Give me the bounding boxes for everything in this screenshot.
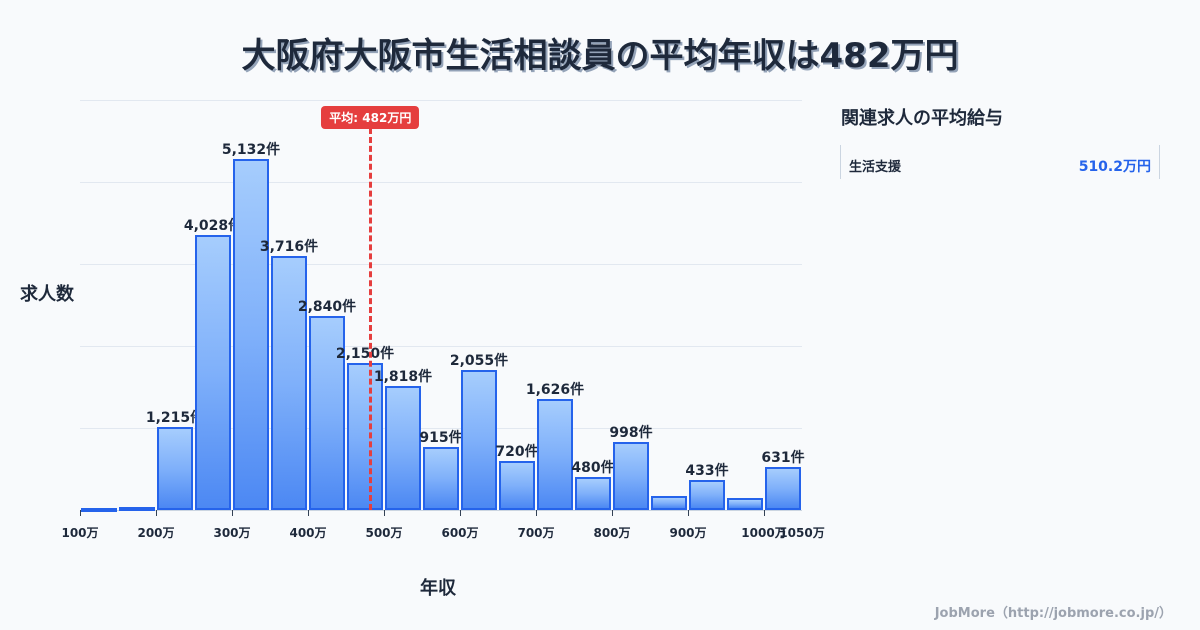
bar-value-label: 4,028件 <box>183 217 243 234</box>
x-tick-label: 1000万 <box>741 526 787 540</box>
histogram-bar[interactable] <box>81 508 117 512</box>
x-tick <box>156 510 157 516</box>
histogram-bar[interactable] <box>727 497 763 510</box>
bar-value-label: 631件 <box>761 449 805 466</box>
bar-value-label: 720件 <box>495 443 539 460</box>
histogram-bar[interactable] <box>119 506 155 511</box>
x-tick <box>80 510 81 516</box>
histogram-bar[interactable] <box>233 159 269 510</box>
x-tick-label: 700万 <box>517 526 555 540</box>
average-badge: 平均: 482万円 <box>321 106 420 129</box>
bar-value-label: 1,215件 <box>145 409 205 426</box>
average-line <box>369 128 373 510</box>
x-tick <box>688 510 689 516</box>
histogram-bar[interactable] <box>765 466 801 510</box>
y-axis-label: 求人数 <box>20 284 74 305</box>
x-axis-label: 年収 <box>420 578 456 599</box>
bar-value-label: 1,626件 <box>525 381 585 398</box>
x-tick-label: 600万 <box>441 526 479 540</box>
x-tick <box>764 510 765 516</box>
related-salary-title: 関連求人の平均給与 <box>841 108 1003 129</box>
bar-value-label: 5,132件 <box>221 142 281 159</box>
histogram-bar[interactable] <box>499 460 535 510</box>
x-tick <box>232 510 233 516</box>
histogram-bar[interactable] <box>195 234 231 510</box>
bar-value-label: 998件 <box>609 424 653 441</box>
histogram-bar[interactable] <box>613 441 649 510</box>
histogram-bar[interactable] <box>461 369 497 510</box>
x-tick <box>536 510 537 516</box>
x-tick <box>384 510 385 516</box>
histogram-bar[interactable] <box>157 426 193 510</box>
x-tick-label: 500万 <box>365 526 403 540</box>
x-tick-label: 200万 <box>137 526 175 540</box>
histogram-chart: 求人数 年収 1,215件 4,028件 5,132件 3,716件 2,840件 2,1… <box>20 100 825 599</box>
x-tick-label: 900万 <box>669 526 707 540</box>
bar-value-label: 2,840件 <box>297 298 357 315</box>
histogram-bar[interactable] <box>309 315 345 510</box>
bar-value-label: 2,055件 <box>449 352 509 369</box>
bar-value-label: 3,716件 <box>259 239 319 256</box>
gridline <box>80 346 802 347</box>
bar-value-label: 480件 <box>571 460 615 477</box>
gridline <box>80 182 802 183</box>
footer-credit: JobMore（http://jobmore.co.jp/） <box>934 606 1172 621</box>
related-job-label: 生活支援 <box>849 160 902 175</box>
x-tick-label: 300万 <box>213 526 251 540</box>
x-tick <box>460 510 461 516</box>
histogram-bar[interactable] <box>575 477 611 510</box>
x-axis-line <box>80 510 802 511</box>
x-tick-label: 400万 <box>289 526 327 540</box>
histogram-bar[interactable] <box>385 385 421 510</box>
bar-value-label: 2,150件 <box>335 346 395 363</box>
page-title: 大阪府大阪市生活相談員の平均年収は482万円 <box>241 36 959 76</box>
histogram-bar[interactable] <box>689 480 725 510</box>
x-tick-label: 100万 <box>61 526 99 540</box>
histogram-bar[interactable] <box>537 398 573 510</box>
histogram-bar[interactable] <box>347 363 383 510</box>
x-tick-label: 1050万 <box>779 526 825 540</box>
bar-value-label: 915件 <box>419 430 463 447</box>
related-job-salary: 510.2万円 <box>1078 159 1151 175</box>
bar-value-label: 433件 <box>685 463 729 480</box>
gridline <box>80 264 802 265</box>
related-salary-row[interactable]: 生活支援 510.2万円 <box>840 145 1160 179</box>
histogram-bar[interactable] <box>423 447 459 510</box>
gridline <box>80 100 802 101</box>
x-tick <box>612 510 613 516</box>
bar-value-label: 1,818件 <box>373 368 433 385</box>
x-tick <box>308 510 309 516</box>
histogram-bar[interactable] <box>271 256 307 510</box>
x-tick-label: 800万 <box>593 526 631 540</box>
histogram-bar[interactable] <box>651 495 687 510</box>
gridline <box>80 428 802 429</box>
